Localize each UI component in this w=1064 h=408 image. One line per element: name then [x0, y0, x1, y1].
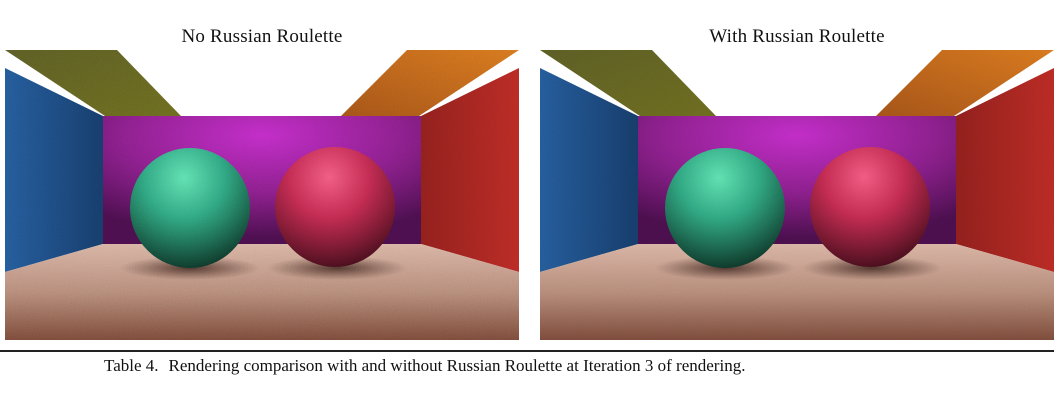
- render-noise: [5, 50, 519, 340]
- panel-title-left: No Russian Roulette: [181, 26, 343, 47]
- caption-text: Rendering comparison with and without Ru…: [168, 356, 746, 375]
- caption-label: Table 4.: [104, 356, 159, 375]
- render-no-russian-roulette: [5, 50, 519, 340]
- render-with-russian-roulette: [540, 50, 1054, 340]
- render-noise: [540, 50, 1054, 340]
- panel-title-right: With Russian Roulette: [709, 26, 885, 47]
- figure-caption: Table 4. Rendering comparison with and wi…: [104, 356, 745, 376]
- caption-divider: [0, 350, 1054, 352]
